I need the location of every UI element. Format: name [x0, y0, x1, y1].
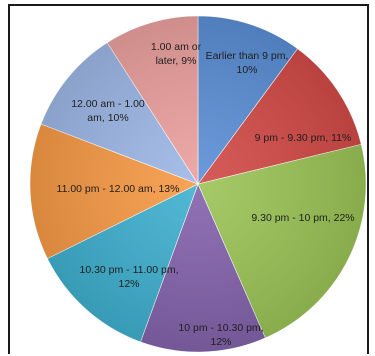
slice-label-line: 1.00 am or	[151, 41, 202, 53]
slice-label-line: 10.30 pm - 11.00 pm,	[79, 264, 178, 276]
slice-label-6: 11.00 pm - 12.00 am, 13%	[57, 183, 180, 195]
slice-label-3: 9.30 pm - 10 pm, 22%	[251, 212, 354, 224]
slice-label-line: 9.30 pm - 10 pm, 22%	[251, 212, 354, 224]
slice-label-line: 12%	[118, 278, 139, 290]
slice-label-line: am, 10%	[87, 112, 128, 124]
slice-label-line: 12%	[210, 336, 231, 348]
chart-frame: Earlier than 9 pm, 10% 9 pm - 9.30 pm, 11%…	[8, 4, 369, 354]
slice-label-7: 12.00 am - 1.00 am, 10%	[71, 98, 145, 124]
slice-label-line: 10%	[236, 64, 257, 76]
slice-label-line: 9 pm - 9.30 pm, 11%	[255, 132, 352, 144]
slice-label-2: 9 pm - 9.30 pm, 11%	[255, 132, 352, 144]
slice-label-line: Earlier than 9 pm,	[206, 50, 289, 62]
slice-label-line: later, 9%	[156, 55, 197, 67]
pie-chart: Earlier than 9 pm, 10% 9 pm - 9.30 pm, 11%…	[29, 15, 367, 353]
slice-label-8: 1.00 am or later, 9%	[151, 41, 202, 67]
pie-labels: Earlier than 9 pm, 10% 9 pm - 9.30 pm, 11%…	[57, 41, 355, 348]
slice-label-1: Earlier than 9 pm, 10%	[206, 50, 289, 76]
slice-label-4: 10 pm - 10.30 pm, 12%	[178, 322, 263, 348]
slice-label-5: 10.30 pm - 11.00 pm, 12%	[79, 264, 178, 290]
slice-label-line: 12.00 am - 1.00	[71, 98, 145, 110]
slice-label-line: 10 pm - 10.30 pm,	[178, 322, 263, 334]
slice-label-line: 11.00 pm - 12.00 am, 13%	[57, 183, 180, 195]
